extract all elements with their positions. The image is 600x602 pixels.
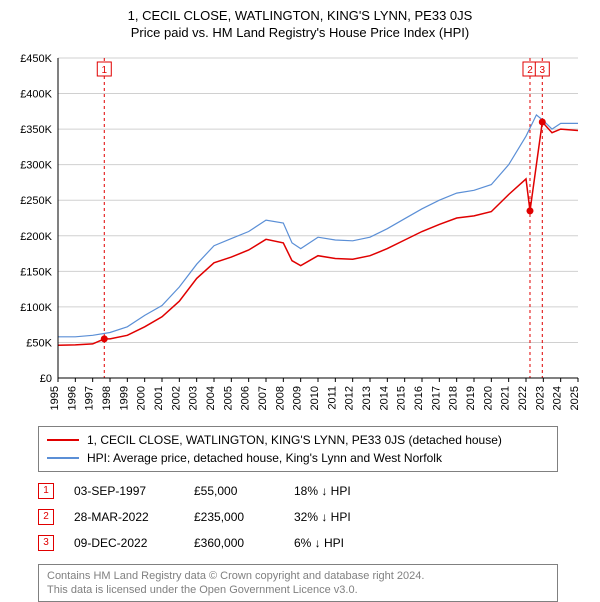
svg-text:2007: 2007 — [257, 386, 269, 410]
footnote-line-2: This data is licensed under the Open Gov… — [47, 583, 549, 597]
footnote-line-1: Contains HM Land Registry data © Crown c… — [47, 569, 549, 583]
transaction-marker: 2 — [38, 509, 54, 525]
svg-text:2003: 2003 — [188, 386, 200, 410]
svg-text:2005: 2005 — [222, 386, 234, 410]
transaction-date: 09-DEC-2022 — [74, 530, 174, 556]
chart-area: £0 £50K £100K £150K £200K £250K £300K £350K £400… — [10, 48, 590, 418]
svg-text:£100K: £100K — [20, 302, 52, 314]
svg-text:1995: 1995 — [49, 386, 61, 410]
svg-text:2001: 2001 — [153, 386, 165, 410]
svg-text:2021: 2021 — [500, 386, 512, 410]
transaction-pct: 18% ↓ HPI — [294, 478, 394, 504]
svg-text:£50K: £50K — [26, 337, 52, 349]
svg-text:2015: 2015 — [396, 386, 408, 410]
svg-text:2011: 2011 — [326, 386, 338, 410]
svg-text:2019: 2019 — [465, 386, 477, 410]
svg-text:2013: 2013 — [361, 386, 373, 410]
svg-text:2014: 2014 — [378, 386, 390, 410]
legend-item: HPI: Average price, detached house, King… — [47, 449, 549, 467]
svg-text:2010: 2010 — [309, 386, 321, 410]
svg-text:£400K: £400K — [20, 89, 52, 101]
transaction-price: £55,000 — [194, 478, 274, 504]
svg-text:2022: 2022 — [517, 386, 529, 410]
svg-text:2004: 2004 — [205, 386, 217, 410]
svg-text:1998: 1998 — [101, 386, 113, 410]
svg-text:2002: 2002 — [170, 386, 182, 410]
svg-text:1999: 1999 — [118, 386, 130, 410]
transaction-pct: 6% ↓ HPI — [294, 530, 394, 556]
svg-text:2008: 2008 — [274, 386, 286, 410]
svg-text:£350K: £350K — [20, 124, 52, 136]
transaction-row: 2 28-MAR-2022 £235,000 32% ↓ HPI — [38, 504, 590, 530]
svg-text:2006: 2006 — [240, 386, 252, 410]
svg-text:2009: 2009 — [292, 386, 304, 410]
svg-text:£300K: £300K — [20, 160, 52, 172]
transaction-marker: 1 — [38, 483, 54, 499]
legend-item: 1, CECIL CLOSE, WATLINGTON, KING'S LYNN,… — [47, 431, 549, 449]
svg-text:2024: 2024 — [552, 386, 564, 410]
transaction-pct: 32% ↓ HPI — [294, 504, 394, 530]
svg-text:£450K: £450K — [20, 53, 52, 65]
svg-text:1996: 1996 — [66, 386, 78, 410]
svg-text:3: 3 — [540, 65, 546, 76]
transaction-row: 1 03-SEP-1997 £55,000 18% ↓ HPI — [38, 478, 590, 504]
svg-text:£0: £0 — [40, 373, 52, 385]
transaction-row: 3 09-DEC-2022 £360,000 6% ↓ HPI — [38, 530, 590, 556]
svg-text:2000: 2000 — [136, 386, 148, 410]
line-chart: £0 £50K £100K £150K £200K £250K £300K £350K £400… — [10, 48, 590, 418]
svg-text:2025: 2025 — [569, 386, 581, 410]
svg-text:2017: 2017 — [430, 386, 442, 410]
transaction-price: £235,000 — [194, 504, 274, 530]
svg-text:2012: 2012 — [344, 386, 356, 410]
svg-text:2020: 2020 — [482, 386, 494, 410]
svg-text:2016: 2016 — [413, 386, 425, 410]
legend-swatch — [47, 457, 79, 459]
svg-text:1: 1 — [101, 65, 107, 76]
footnote: Contains HM Land Registry data © Crown c… — [38, 564, 558, 602]
legend-swatch — [47, 439, 79, 441]
svg-text:£250K: £250K — [20, 195, 52, 207]
legend: 1, CECIL CLOSE, WATLINGTON, KING'S LYNN,… — [38, 426, 558, 472]
transaction-date: 28-MAR-2022 — [74, 504, 174, 530]
chart-subtitle: Price paid vs. HM Land Registry's House … — [10, 25, 590, 40]
svg-text:2018: 2018 — [448, 386, 460, 410]
svg-text:2023: 2023 — [534, 386, 546, 410]
transaction-date: 03-SEP-1997 — [74, 478, 174, 504]
svg-text:2: 2 — [527, 65, 533, 76]
legend-label: 1, CECIL CLOSE, WATLINGTON, KING'S LYNN,… — [87, 431, 502, 449]
legend-label: HPI: Average price, detached house, King… — [87, 449, 442, 467]
chart-title: 1, CECIL CLOSE, WATLINGTON, KING'S LYNN,… — [10, 8, 590, 23]
svg-text:£200K: £200K — [20, 231, 52, 243]
transaction-price: £360,000 — [194, 530, 274, 556]
transaction-marker: 3 — [38, 535, 54, 551]
svg-text:1997: 1997 — [84, 386, 96, 410]
svg-text:£150K: £150K — [20, 266, 52, 278]
transaction-table: 1 03-SEP-1997 £55,000 18% ↓ HPI 2 28-MAR-2022… — [38, 478, 590, 556]
